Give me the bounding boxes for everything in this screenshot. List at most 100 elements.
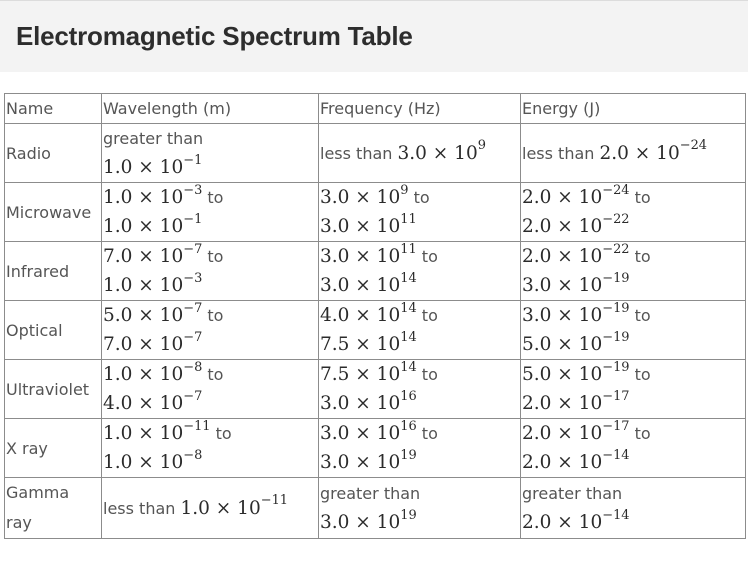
math-base: 2.0 × 10 xyxy=(522,512,603,533)
math-exponent: −1 xyxy=(183,211,203,227)
range-from: 7.5 × 1014 to xyxy=(320,361,519,390)
math-exponent: −7 xyxy=(183,241,203,257)
math-exponent: −17 xyxy=(602,388,630,404)
prefix-line: greater than xyxy=(522,479,744,508)
math-value: 2.0 × 10−17 xyxy=(522,420,630,444)
to-word: to xyxy=(634,188,651,207)
math-base: 1.0 × 10 xyxy=(103,275,184,296)
math-value: 3.0 × 1019 xyxy=(320,509,417,533)
range-to: 3.0 × 10−19 xyxy=(522,271,744,300)
cell-energy: greater than 2.0 × 10−14 xyxy=(520,477,746,539)
cell-energy: 2.0 × 10−24 to 2.0 × 10−22 xyxy=(520,182,746,242)
math-value: 2.0 × 10−14 xyxy=(522,509,630,533)
range-from: 4.0 × 1014 to xyxy=(320,302,519,331)
math-exponent: −17 xyxy=(602,418,630,434)
table-row: X ray 1.0 × 10−11 to 1.0 × 10−8 3.0 × 1016 … xyxy=(4,418,746,478)
math-value: 3.0 × 109 xyxy=(320,184,408,208)
math-base: 2.0 × 10 xyxy=(522,423,603,444)
math-value: 7.5 × 1014 xyxy=(320,331,417,355)
math-exponent: −14 xyxy=(602,447,630,463)
math-value: 1.0 × 10−3 xyxy=(103,272,202,296)
math-value: 3.0 × 1019 xyxy=(320,449,417,473)
math-base: 1.0 × 10 xyxy=(180,497,261,519)
cell-energy: less than 2.0 × 10−24 xyxy=(520,123,746,183)
value-prefix: greater than xyxy=(103,129,204,148)
cell-name: X ray xyxy=(4,418,102,478)
math-exponent: 11 xyxy=(400,241,417,257)
math-value: 5.0 × 10−7 xyxy=(103,302,202,326)
to-word: to xyxy=(207,306,224,325)
cell-energy: 2.0 × 10−17 to 2.0 × 10−14 xyxy=(520,418,746,478)
table-header-row: Name Wavelength (m) Frequency (Hz) Energ… xyxy=(4,93,746,124)
math-exponent: −14 xyxy=(602,507,630,523)
page-title: Electromagnetic Spectrum Table xyxy=(16,21,413,51)
cell-wavelength: 1.0 × 10−11 to 1.0 × 10−8 xyxy=(101,418,319,478)
value-prefix: less than xyxy=(522,143,595,163)
math-value: 3.0 × 1014 xyxy=(320,272,417,296)
math-base: 5.0 × 10 xyxy=(522,334,603,355)
to-word: to xyxy=(413,188,430,207)
range-to: 1.0 × 10−8 xyxy=(103,448,317,477)
math-exponent: 11 xyxy=(400,211,417,227)
math-value: 3.0 × 1011 xyxy=(320,243,417,267)
to-word: to xyxy=(207,188,224,207)
math-exponent: −7 xyxy=(183,388,203,404)
math-value: 1.0 × 10−11 xyxy=(180,494,289,519)
math-value: 2.0 × 10−24 xyxy=(522,184,630,208)
math-value: 3.0 × 109 xyxy=(398,139,486,163)
cell-energy: 3.0 × 10−19 to 5.0 × 10−19 xyxy=(520,300,746,360)
math-value: 4.0 × 10−7 xyxy=(103,390,202,414)
math-base: 2.0 × 10 xyxy=(522,452,603,473)
cell-name: Radio xyxy=(4,123,102,183)
math-base: 3.0 × 10 xyxy=(320,216,401,237)
cell-energy: 2.0 × 10−22 to 3.0 × 10−19 xyxy=(520,241,746,301)
math-value: 2.0 × 10−17 xyxy=(522,390,630,414)
to-word: to xyxy=(207,247,224,266)
to-word: to xyxy=(634,424,651,443)
table-row: Infrared 7.0 × 10−7 to 1.0 × 10−3 3.0 × 101… xyxy=(4,241,746,301)
math-base: 1.0 × 10 xyxy=(103,187,184,208)
to-word: to xyxy=(634,306,651,325)
cell-frequency: less than 3.0 × 109 xyxy=(318,123,521,183)
cell-frequency: 7.5 × 1014 to 3.0 × 1016 xyxy=(318,359,521,419)
math-value: 4.0 × 1014 xyxy=(320,302,417,326)
math-base: 3.0 × 10 xyxy=(320,275,401,296)
math-value: 3.0 × 1011 xyxy=(320,213,417,237)
range-from: 1.0 × 10−8 to xyxy=(103,361,317,390)
cell-wavelength: greater than 1.0 × 10−1 xyxy=(101,123,319,183)
math-exponent: −7 xyxy=(183,329,203,345)
value-line: 1.0 × 10−1 xyxy=(103,153,317,182)
math-value: 2.0 × 10−14 xyxy=(522,449,630,473)
math-base: 1.0 × 10 xyxy=(103,452,184,473)
range-from: 5.0 × 10−19 to xyxy=(522,361,744,390)
math-exponent: 9 xyxy=(400,182,409,198)
prefix-line: greater than xyxy=(103,125,317,154)
range-to: 3.0 × 1011 xyxy=(320,212,519,241)
math-value: 7.5 × 1014 xyxy=(320,361,417,385)
range-to: 7.5 × 1014 xyxy=(320,330,519,359)
prefix-line: greater than xyxy=(320,479,519,508)
math-exponent: −24 xyxy=(679,138,708,154)
math-base: 7.5 × 10 xyxy=(320,334,401,355)
math-exponent: −11 xyxy=(260,493,289,509)
to-word: to xyxy=(421,306,438,325)
cell-frequency: greater than 3.0 × 1019 xyxy=(318,477,521,539)
cell-wavelength: 7.0 × 10−7 to 1.0 × 10−3 xyxy=(101,241,319,301)
header-frequency: Frequency (Hz) xyxy=(318,93,521,124)
cell-frequency: 3.0 × 1016 to 3.0 × 1019 xyxy=(318,418,521,478)
math-value: 5.0 × 10−19 xyxy=(522,331,630,355)
table-row: Optical 5.0 × 10−7 to 7.0 × 10−7 4.0 × 1014… xyxy=(4,300,746,360)
math-value: 1.0 × 10−3 xyxy=(103,184,202,208)
header-name: Name xyxy=(4,93,102,124)
to-word: to xyxy=(634,247,651,266)
math-exponent: 14 xyxy=(400,329,417,345)
spectrum-table: Name Wavelength (m) Frequency (Hz) Energ… xyxy=(4,93,746,539)
math-base: 1.0 × 10 xyxy=(103,364,184,385)
range-from: 7.0 × 10−7 to xyxy=(103,241,317,272)
value-prefix: less than xyxy=(103,498,176,518)
math-base: 3.0 × 10 xyxy=(522,305,603,326)
table-row: Ultraviolet 1.0 × 10−8 to 4.0 × 10−7 7.5 × … xyxy=(4,359,746,419)
math-base: 3.0 × 10 xyxy=(320,452,401,473)
math-exponent: 9 xyxy=(477,138,486,154)
range-to: 3.0 × 1019 xyxy=(320,448,519,477)
